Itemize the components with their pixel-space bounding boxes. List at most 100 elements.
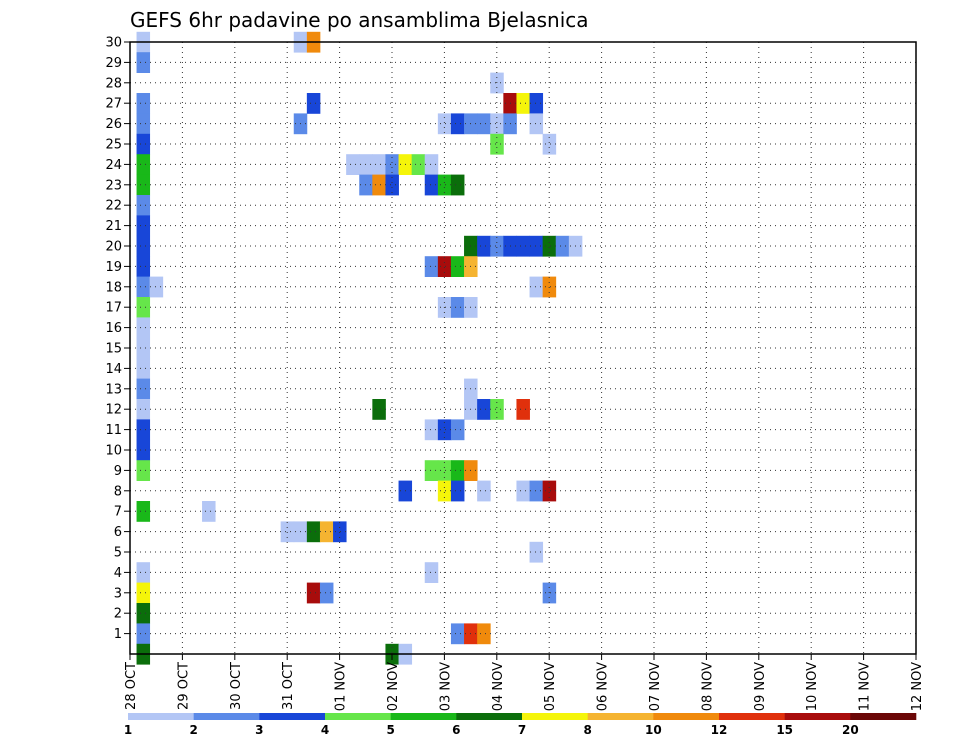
x-axis-ticks: 28 OCT 29 OCT 30 OCT 31 OCT 01 NOV 02 NOV 03 N… [124,654,925,711]
heatmap-cell [555,235,570,257]
heatmap-cell [529,235,544,257]
heatmap-cell [136,562,151,583]
heatmap-cell [306,521,321,543]
heatmap-cell [437,174,452,196]
heatmap-cell [477,399,491,420]
y-tick-label: 28 [105,76,122,91]
legend-color-swatch [390,713,457,720]
heatmap-cell [529,480,544,502]
legend-color-swatch [719,713,785,720]
x-tick-label: 30 OCT [229,662,244,710]
heatmap-cell [477,235,491,257]
legend-color-swatch [456,713,523,720]
heatmap-cell [136,603,151,624]
x-tick-label: 06 NOV [596,662,611,711]
heatmap-cell [529,541,544,563]
heatmap-cell [136,154,151,175]
heatmap-cell [490,399,504,420]
heatmap-cell [280,521,295,543]
y-tick-label: 25 [105,138,122,153]
heatmap-cell [450,460,465,481]
heatmap-cell [136,215,151,237]
heatmap-cell [529,276,544,298]
x-tick-label: 31 OCT [281,662,296,710]
heatmap-cell [136,113,151,135]
legend-label: 4 [321,723,329,737]
heatmap-cell [516,93,530,114]
x-tick-label: 08 NOV [700,662,715,711]
heatmap-cell [306,93,321,114]
x-tick-label: 29 OCT [176,662,191,710]
heatmap-cell [477,480,491,502]
plot-frame [129,41,917,655]
heatmap-cell [437,419,452,441]
heatmap-cell [136,378,151,400]
x-tick-label: 11 NOV [858,662,873,711]
heatmap-cell [424,154,439,175]
legend-label: 15 [776,723,793,737]
legend-label: 1 [124,723,132,737]
heatmap-cell [372,399,386,420]
y-tick-label: 27 [105,97,122,112]
heatmap-cell [385,174,399,196]
color-legend: 1 2 3 4 5 6 7 8 10 12 15 20 [124,713,917,737]
legend-label: 8 [583,723,591,737]
y-tick-label: 7 [114,505,122,520]
legend-color-swatch [784,713,851,720]
legend-label: 20 [842,723,859,737]
grid-lines [130,41,917,654]
heatmap-cell [319,582,334,604]
legend-color-swatch [128,713,194,720]
x-tick-label: 04 NOV [491,662,506,711]
y-tick-label: 21 [105,219,122,234]
y-tick-label: 3 [114,586,122,601]
heatmap-cell [437,460,452,481]
heatmap-cell [136,439,151,461]
legend-color-swatch [325,713,391,720]
heatmap-cell [490,113,504,135]
heatmap-cell [136,623,151,645]
y-tick-label: 30 [105,36,122,51]
y-tick-label: 29 [105,56,122,71]
y-tick-label: 18 [105,280,122,295]
x-tick-label: 02 NOV [386,662,401,711]
x-tick-label: 03 NOV [438,662,453,711]
heatmap-cell [424,460,439,481]
heatmap-cell [437,480,452,502]
y-axis-ticks: 1234567891011121314151617181920212223242… [105,36,130,642]
heatmap-cell [136,276,151,298]
x-tick-label: 01 NOV [334,662,349,711]
heatmap-cell [136,235,151,257]
heatmap-cell [437,256,452,277]
heatmap-cell [136,256,151,277]
heatmap-cell [136,419,151,441]
heatmap-cell [424,174,439,196]
heatmap-cell [529,93,544,114]
legend-label: 12 [711,723,728,737]
heatmap-cell [136,133,151,155]
legend-color-swatch [850,713,917,720]
heatmap-cell [136,195,151,216]
y-tick-label: 14 [105,362,122,377]
x-tick-label: 09 NOV [753,662,768,711]
y-tick-label: 10 [105,444,122,459]
heatmap-cells [136,31,583,665]
legend-color-swatch [193,713,260,720]
y-tick-label: 15 [105,342,122,357]
heatmap-cell [516,235,530,257]
y-tick-label: 13 [105,382,122,397]
heatmap-cell [542,235,557,257]
x-tick-label: 10 NOV [805,662,820,711]
y-tick-label: 9 [114,464,122,479]
legend-color-swatch [259,713,326,720]
y-tick-label: 20 [105,240,122,255]
heatmap-cell [319,521,334,543]
heatmap-cell [542,480,557,502]
heatmap-cell [477,113,491,135]
heatmap-cell [346,154,360,175]
y-tick-label: 5 [114,546,122,561]
heatmap-cell [450,419,465,441]
x-tick-label: 07 NOV [648,662,663,711]
heatmap-cell [385,154,399,175]
